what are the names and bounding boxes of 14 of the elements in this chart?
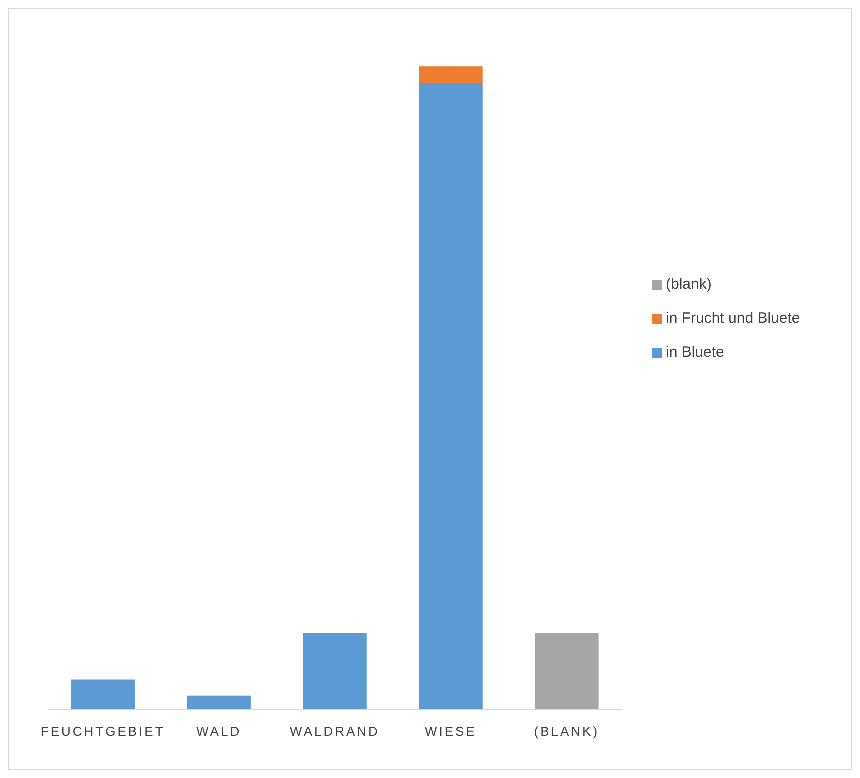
x-tick-label: FEUCHTGEBIET	[40, 724, 166, 739]
bar	[303, 633, 367, 710]
bar	[535, 633, 599, 710]
x-tick-label: WALD	[196, 724, 242, 739]
x-tick-label: WIESE	[425, 724, 477, 739]
x-tick-label: WALDRAND	[290, 724, 380, 739]
legend-label: (blank)	[666, 276, 712, 293]
legend-label: in Bluete	[666, 344, 724, 361]
x-tick-label: (BLANK)	[534, 724, 600, 739]
legend-label: in Frucht und Bluete	[666, 310, 800, 327]
bar	[187, 696, 251, 710]
bar	[419, 66, 483, 84]
bar	[419, 83, 483, 710]
bar	[71, 680, 135, 710]
